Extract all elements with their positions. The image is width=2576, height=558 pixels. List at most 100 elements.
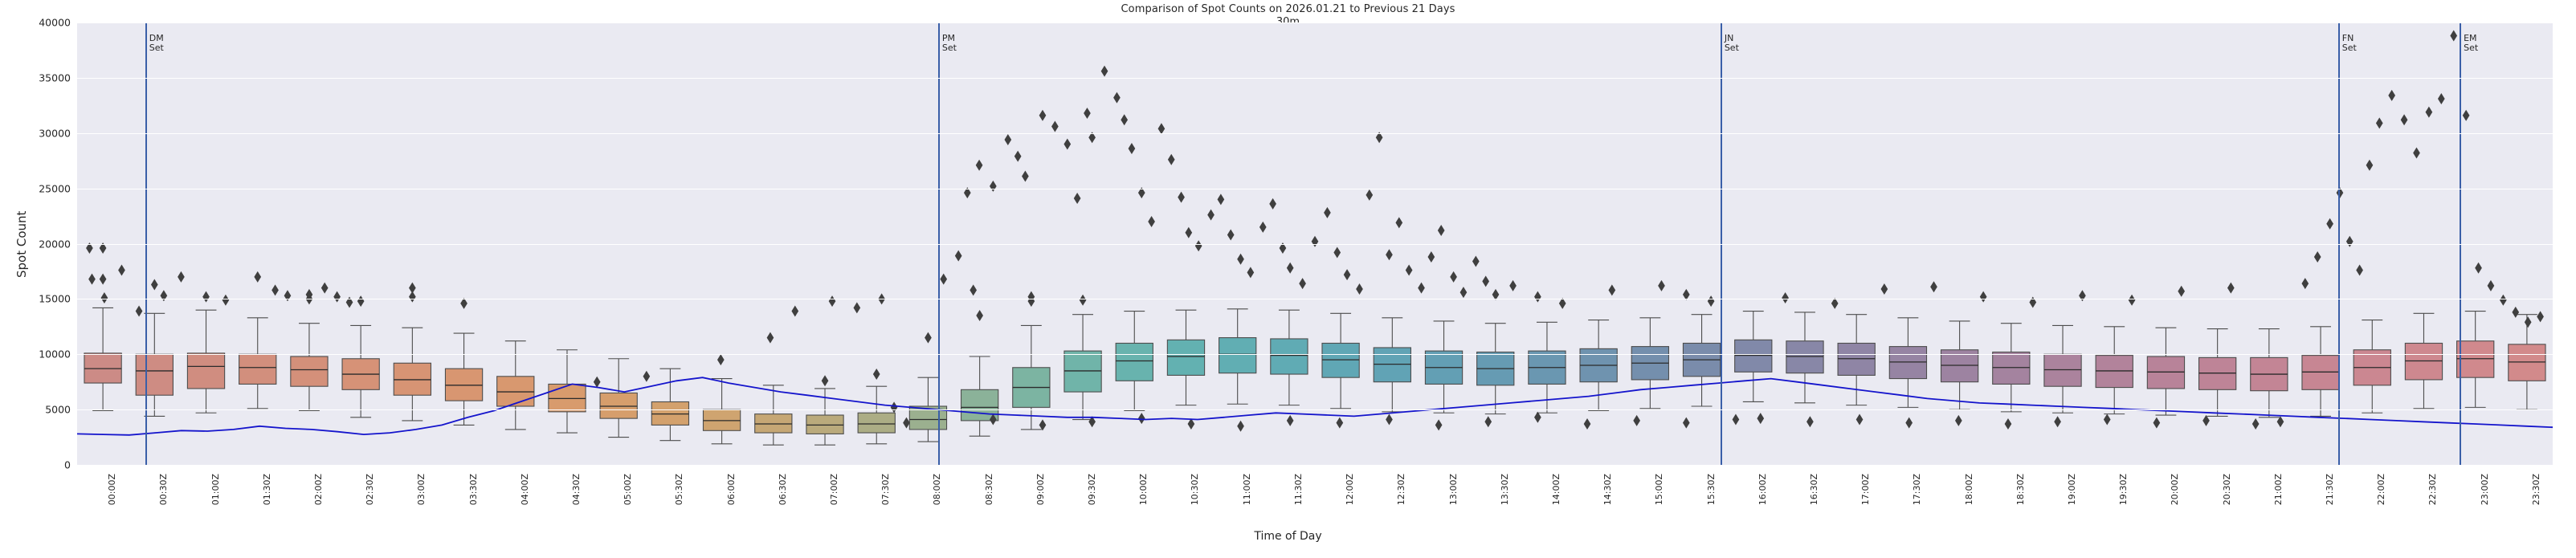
outlier-marker xyxy=(2153,417,2161,429)
outlier-marker xyxy=(1247,267,1255,279)
outlier-marker xyxy=(828,295,836,308)
outlier-marker xyxy=(2524,316,2532,328)
box-plot-item xyxy=(2353,319,2391,413)
outlier-marker xyxy=(1386,249,1393,261)
annotation-label-dm: DM Set xyxy=(149,33,164,53)
x-tick-label: 21:00Z xyxy=(2272,474,2284,506)
outlier-marker xyxy=(2004,418,2012,430)
plot-area: DM Set PM Set JN Set FN Set EM Set xyxy=(76,22,2554,466)
outlier-marker xyxy=(2251,418,2260,430)
outlier-marker xyxy=(1682,417,1690,429)
box-plot-item xyxy=(1115,310,1153,412)
outlier-marker xyxy=(1427,251,1435,263)
y-tick-label: 40000 xyxy=(39,16,71,29)
y-tick-label: 15000 xyxy=(39,292,71,305)
outlier-marker xyxy=(954,250,962,262)
x-tick-label: 21:30Z xyxy=(2325,474,2336,506)
outlier-marker xyxy=(1269,198,1276,210)
outlier-marker xyxy=(320,282,329,294)
annotation-label-em: EM Set xyxy=(2464,33,2479,53)
outlier-marker xyxy=(1088,416,1096,428)
x-tick-label: 20:30Z xyxy=(2221,474,2232,506)
outlier-marker xyxy=(1534,411,1541,423)
box-plot-item xyxy=(393,282,432,422)
box-plot-item xyxy=(857,369,896,445)
box-plot-item xyxy=(1888,317,1928,408)
outlier-marker xyxy=(2029,296,2037,308)
box-plot-item xyxy=(1940,320,1979,410)
outlier-marker xyxy=(1157,123,1166,135)
outlier-marker xyxy=(1084,107,1091,119)
outlier-marker xyxy=(1227,229,1235,241)
y-axis-ticks: 0 5000 10000 15000 20000 25000 30000 35000 40000 xyxy=(11,17,71,471)
gridline xyxy=(77,77,2553,79)
outlier-marker xyxy=(1534,291,1541,303)
outlier-marker xyxy=(118,264,125,276)
outlier-marker xyxy=(2388,89,2396,101)
box-plot-item xyxy=(444,297,484,426)
outlier-marker xyxy=(2400,114,2408,126)
outlier-marker xyxy=(1435,419,1443,431)
outlier-marker xyxy=(1658,279,1665,291)
x-tick-label: 14:00Z xyxy=(1550,474,1562,506)
box-plot-item xyxy=(1373,317,1411,413)
outlier-marker xyxy=(975,159,983,171)
box-plot-item xyxy=(1528,321,1566,413)
gridline xyxy=(77,132,2553,134)
y-tick-label: 0 xyxy=(64,458,71,471)
outlier-marker xyxy=(1185,226,1193,238)
x-tick-label: 16:30Z xyxy=(1808,474,1819,506)
outlier-marker xyxy=(2375,117,2383,129)
outlier-marker xyxy=(1333,246,1341,259)
x-tick-label: 07:00Z xyxy=(829,474,840,506)
outlier-marker xyxy=(766,332,774,344)
box-plot-item xyxy=(2508,314,2546,410)
x-tick-label: 05:00Z xyxy=(623,474,634,506)
outlier-marker xyxy=(1286,262,1294,274)
x-tick-label: 06:30Z xyxy=(777,474,788,506)
outlier-marker xyxy=(963,187,971,199)
outlier-marker xyxy=(1806,416,1814,428)
box-plot-item xyxy=(135,279,174,417)
outlier-marker xyxy=(1459,287,1468,299)
gridline xyxy=(77,22,2553,23)
outlier-marker xyxy=(1014,150,1022,162)
outlier-marker xyxy=(271,284,279,296)
outlier-marker xyxy=(1324,206,1331,218)
box-plot-item xyxy=(1734,310,1773,403)
outlier-marker xyxy=(2345,235,2354,247)
x-tick-label: 04:30Z xyxy=(570,474,582,506)
outlier-marker xyxy=(178,271,185,283)
outlier-marker xyxy=(2356,264,2363,276)
x-tick-label: 04:00Z xyxy=(519,474,530,506)
box-plot-item xyxy=(2456,310,2495,408)
outlier-marker xyxy=(1558,297,1566,309)
outlier-marker xyxy=(409,282,416,294)
x-tick-label: 12:00Z xyxy=(1345,474,1356,506)
y-tick-label: 20000 xyxy=(39,238,71,250)
x-tick-label: 05:30Z xyxy=(674,474,685,506)
x-axis-ticks: 00:00Z 00:30Z 01:00Z 01:30Z 02:00Z 02:30Z 03:0… xyxy=(77,469,2553,558)
x-tick-label: 11:00Z xyxy=(1241,474,1252,506)
y-tick-label: 30000 xyxy=(39,127,71,140)
x-tick-label: 18:00Z xyxy=(1963,474,1974,506)
outlier-marker xyxy=(2079,290,2086,302)
box-plot-item xyxy=(2146,327,2186,416)
outlier-marker xyxy=(2437,93,2445,105)
outlier-marker xyxy=(222,294,230,306)
x-tick-label: 17:00Z xyxy=(1860,474,1872,506)
x-tick-label: 15:00Z xyxy=(1654,474,1665,506)
x-tick-label: 01:30Z xyxy=(261,474,272,506)
x-tick-label: 02:30Z xyxy=(365,474,376,506)
box-plot-item xyxy=(1166,309,1206,406)
outlier-marker xyxy=(821,375,829,387)
outlier-marker xyxy=(925,332,932,344)
x-tick-label: 22:00Z xyxy=(2376,474,2387,506)
box-plot-item xyxy=(290,288,329,412)
outlier-marker xyxy=(1954,414,1962,426)
outlier-marker xyxy=(940,273,948,285)
x-tick-label: 03:00Z xyxy=(416,474,427,506)
outlier-marker xyxy=(853,302,861,314)
outlier-marker xyxy=(1022,170,1029,182)
